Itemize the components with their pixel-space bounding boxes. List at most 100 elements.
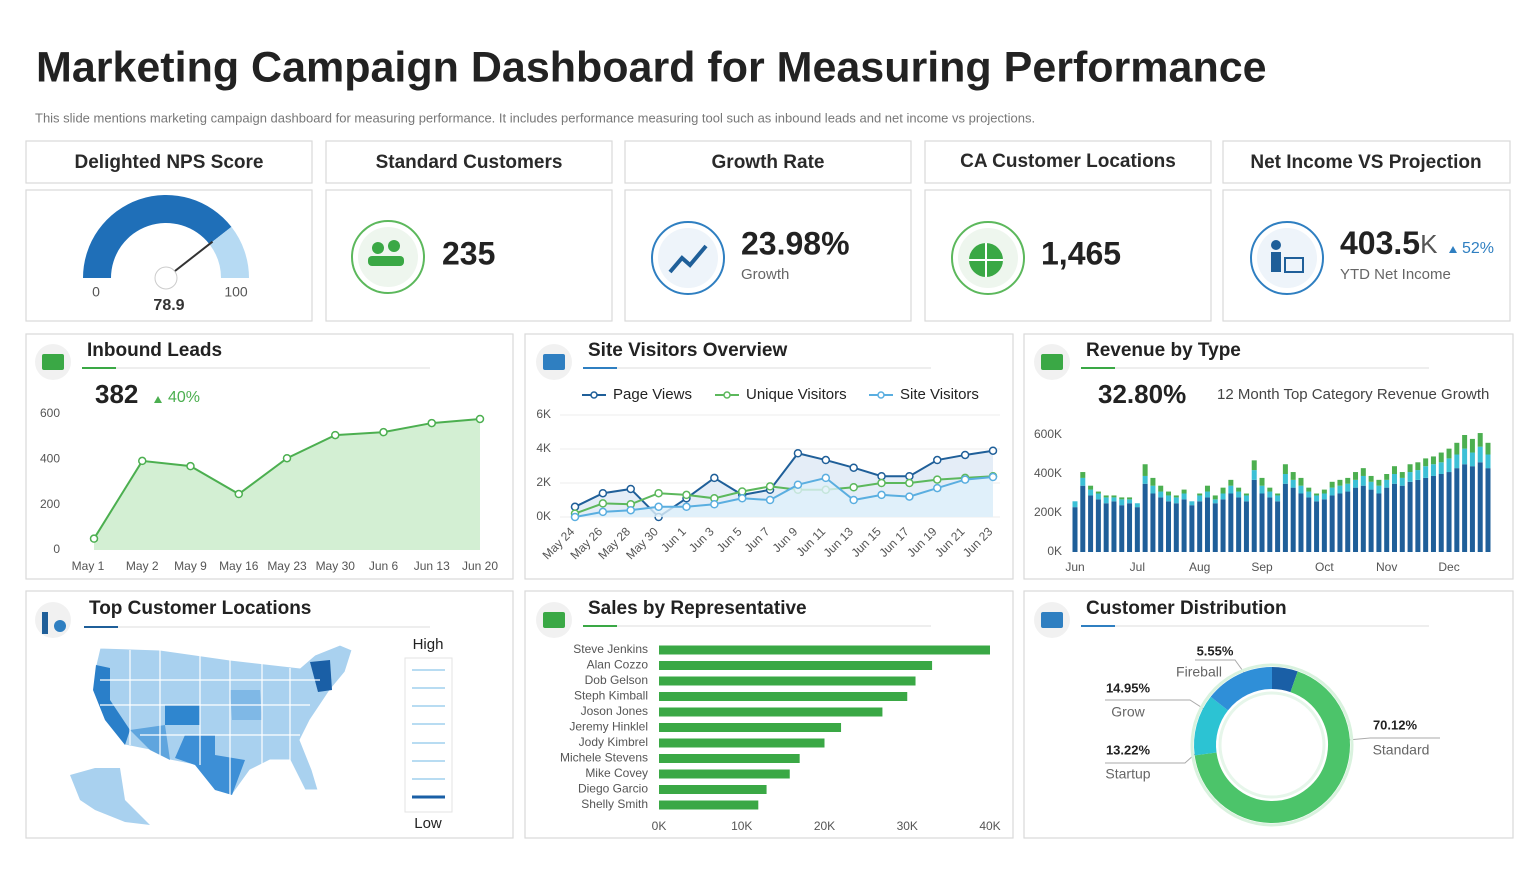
bar-segment xyxy=(1469,452,1475,467)
x-tick-label: 0K xyxy=(652,819,667,833)
bar-segment xyxy=(1298,485,1304,494)
x-tick-label: Jun 20 xyxy=(462,559,498,573)
bar-segment xyxy=(1314,493,1320,496)
bar-segment xyxy=(1173,497,1179,504)
point xyxy=(626,505,635,515)
kpi-header xyxy=(1222,140,1511,184)
bar-segment xyxy=(1251,470,1257,480)
bar-segment xyxy=(1321,493,1327,500)
y-tick-label: 600 xyxy=(40,406,60,420)
bar-segment xyxy=(1072,501,1078,508)
bar-segment xyxy=(1282,464,1288,474)
point xyxy=(905,492,914,501)
bar-segment xyxy=(1376,479,1382,486)
bar-segment xyxy=(1212,495,1218,500)
icon xyxy=(1284,257,1304,273)
bar xyxy=(659,800,759,810)
y-tick-label: 0 xyxy=(53,542,60,556)
y-tick-label: 600K xyxy=(1034,427,1062,441)
point xyxy=(234,489,243,499)
title: Marketing Campaign Dashboard for Measuri… xyxy=(36,43,1267,91)
panel-title: Revenue by Type xyxy=(1086,340,1241,361)
kpi-title: Net Income VS Projection xyxy=(1250,152,1481,173)
bar xyxy=(659,769,790,779)
bar-segment xyxy=(1259,493,1265,552)
bar-segment xyxy=(1430,475,1436,552)
bar-segment xyxy=(1119,499,1125,506)
y-tick-label: Dob Gelson xyxy=(585,673,648,687)
kpi-value: 403.5 xyxy=(1340,225,1420,261)
bar-segment xyxy=(1423,466,1429,478)
x-tick-label: Sep xyxy=(1251,560,1273,574)
bar-segment xyxy=(1228,493,1234,552)
kpi-value: 235 xyxy=(442,235,495,271)
gauge-value: 78.9 xyxy=(153,297,184,314)
y-tick-label: 200 xyxy=(40,497,60,511)
point xyxy=(331,430,340,440)
bar-segment xyxy=(1454,468,1460,552)
kpi-title: Growth Rate xyxy=(712,152,825,173)
point xyxy=(282,453,292,463)
y-tick-label: Michele Stevens xyxy=(560,751,648,765)
y-tick-label: 2K xyxy=(536,475,551,489)
legend-dot xyxy=(590,391,598,399)
state-borders xyxy=(100,650,320,795)
kpi-value: 403.5K xyxy=(1340,225,1438,261)
bar-segment xyxy=(1477,446,1483,463)
state xyxy=(175,735,245,795)
bar-segment xyxy=(1415,462,1421,471)
bar-segment xyxy=(1376,493,1382,552)
bar-segment xyxy=(1173,495,1179,498)
bar-segment xyxy=(1399,477,1405,486)
bar-segment xyxy=(1142,483,1148,552)
kpi-values: 0 100 78.9 235 23.98% Growth 1,465 403.5… xyxy=(92,225,1494,314)
panel-title: Customer Distribution xyxy=(1086,598,1287,619)
bar-segment xyxy=(1368,489,1374,552)
bar-segment xyxy=(1189,505,1195,552)
alaska xyxy=(70,768,150,825)
y-tick-label: 4K xyxy=(536,441,551,455)
bar-segment xyxy=(1298,477,1304,486)
point xyxy=(598,499,608,508)
point xyxy=(793,449,803,458)
kpi-title: Standard Customers xyxy=(376,152,563,173)
point xyxy=(737,487,747,496)
bar-segment xyxy=(1391,466,1397,474)
donut-segment xyxy=(1271,667,1298,693)
point xyxy=(570,512,580,522)
line xyxy=(574,449,994,519)
point xyxy=(793,480,803,489)
bar-segment xyxy=(1150,485,1156,494)
up-arrow xyxy=(154,396,162,403)
bar-segment xyxy=(1228,479,1234,486)
donut-segment xyxy=(1194,671,1350,823)
bar-segment xyxy=(1259,477,1265,486)
point xyxy=(737,494,747,503)
bar-segment xyxy=(1368,475,1374,482)
subtitle: 12 Month Top Category Revenue Growth xyxy=(1217,386,1489,403)
bar-segment xyxy=(1485,454,1491,469)
point xyxy=(598,507,608,517)
bar-segment xyxy=(1095,491,1101,494)
legend-bar xyxy=(404,657,453,813)
bar-segment xyxy=(1290,472,1296,480)
point xyxy=(821,455,831,465)
y-tick-label: Mike Covey xyxy=(585,766,648,780)
y-tick-label: Joson Jones xyxy=(581,704,648,718)
x-tick-label: 30K xyxy=(897,819,918,833)
bar-segment xyxy=(1306,497,1312,552)
kpi-value: 23.98% xyxy=(741,225,850,261)
bar-segment xyxy=(1314,495,1320,502)
y-tick-label: Steph Kimball xyxy=(574,689,648,703)
bar-segment xyxy=(1166,495,1172,502)
point xyxy=(654,502,663,512)
bar-segment xyxy=(1220,487,1226,494)
bar-segment xyxy=(1368,481,1374,490)
bar-segment xyxy=(1103,503,1109,552)
x-tick-label: May 1 xyxy=(72,559,105,573)
legend-high: High xyxy=(413,636,444,653)
bar-segment xyxy=(1446,472,1452,552)
bar-segment xyxy=(1290,487,1296,552)
bar-segment xyxy=(1438,452,1444,463)
